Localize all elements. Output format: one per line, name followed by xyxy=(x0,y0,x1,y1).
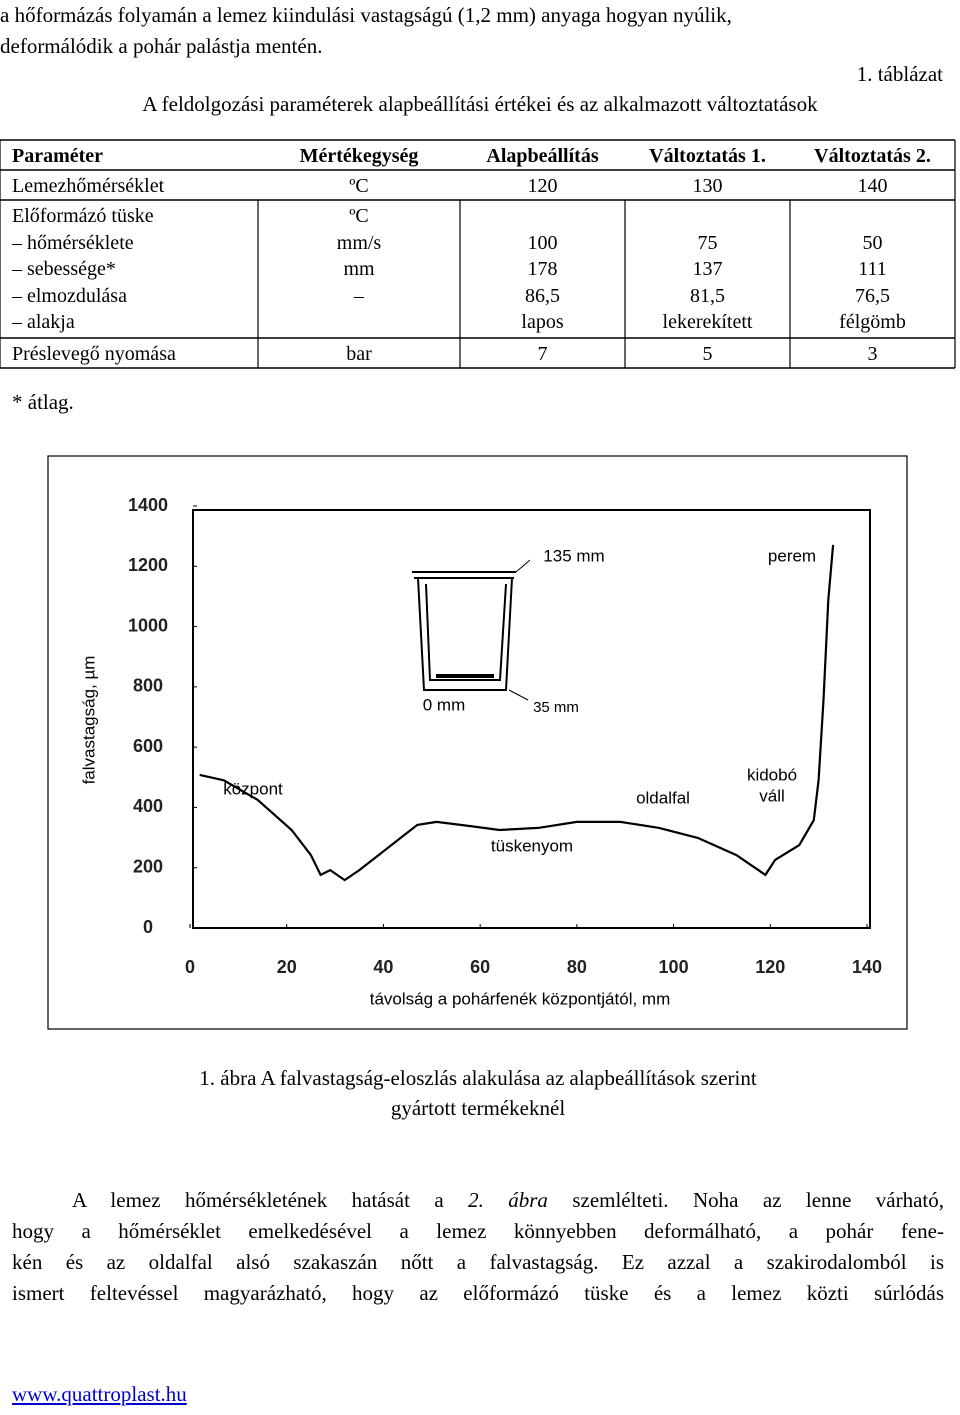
table-cell: 140 xyxy=(857,175,888,197)
table-cell: bar xyxy=(346,343,372,365)
table-cell: – hőmérséklete xyxy=(12,231,134,254)
y-tick-label: 1400 xyxy=(128,495,168,515)
table-cell: Változtatás 2. xyxy=(814,145,931,167)
table-cell: 111 xyxy=(858,258,887,280)
table-cell: Préslevegő nyomása xyxy=(12,343,176,365)
table-cell: – xyxy=(354,284,364,307)
table-cell: 120 xyxy=(527,175,558,197)
plot-frame xyxy=(192,509,871,929)
table-cell: 3 xyxy=(867,343,878,365)
x-axis-label: távolság a pohárfenék központjától, mm xyxy=(370,989,671,1008)
table-cell: ºC xyxy=(349,205,369,227)
text-run: A lemez hőmérsékletének hatását a xyxy=(72,1188,469,1212)
text-run: ismert feltevéssel magyarázható, hogy az… xyxy=(12,1281,944,1305)
table-number: 1. táblázat xyxy=(856,62,943,86)
y-tick-label: 600 xyxy=(133,736,163,756)
annotation: tüskenyom xyxy=(491,836,573,855)
annotation: kidobó xyxy=(747,765,797,784)
table-cell: ºC xyxy=(349,175,369,197)
table-cell: – elmozdulása xyxy=(12,284,127,307)
y-axis-label: falvastagság, µm xyxy=(79,656,98,785)
table-cell: Változtatás 1. xyxy=(649,145,766,167)
y-tick-label: 200 xyxy=(133,856,163,876)
x-tick-label: 140 xyxy=(852,957,882,977)
table-cell: Lemezhőmérséklet xyxy=(12,175,165,197)
footer-link[interactable]: www.quattroplast.hu xyxy=(12,1382,187,1406)
y-tick-label: 800 xyxy=(133,676,163,696)
x-tick-label: 40 xyxy=(373,957,393,977)
text-run: hogy a hőmérséklet emelkedésével a lemez… xyxy=(12,1219,944,1243)
table-cell: félgömb xyxy=(839,311,906,333)
intro-line: deformálódik a pohár palástja mentén. xyxy=(0,34,323,58)
text-run: kén és az oldalfal alsó szakaszán nőtt a… xyxy=(12,1250,944,1274)
x-tick-label: 0 xyxy=(185,957,195,977)
table-cell: lapos xyxy=(521,311,564,333)
table-cell: 7 xyxy=(537,343,548,365)
x-tick-label: 60 xyxy=(470,957,490,977)
table-cell: 5 xyxy=(702,343,713,365)
table-cell: Előformázó tüske xyxy=(12,205,154,227)
table-cell: 86,5 xyxy=(525,284,560,307)
figure-caption: gyártott termékeknél xyxy=(390,1096,566,1120)
x-tick-label: 100 xyxy=(659,957,689,977)
figure-frame xyxy=(47,455,908,1030)
table-cell: Alapbeállítás xyxy=(486,145,599,167)
table-cell: 137 xyxy=(692,258,723,280)
table-note: * átlag. xyxy=(12,390,74,414)
table-cell: – alakja xyxy=(12,311,75,333)
data-line xyxy=(199,544,835,882)
table-title: A feldolgozási paraméterek alapbeállítás… xyxy=(142,92,818,116)
body-line: kén és az oldalfal alsó szakaszán nőtt a… xyxy=(12,1252,944,1273)
table-cell: mm xyxy=(343,258,375,280)
table-cell: 100 xyxy=(527,231,558,254)
x-tick-label: 120 xyxy=(755,957,785,977)
y-tick-label: 0 xyxy=(143,917,153,937)
table-cell: 75 xyxy=(697,231,718,254)
table-cell: 130 xyxy=(692,175,723,197)
annotation: 0 mm xyxy=(423,695,466,714)
figure-caption: 1. ábra A falvastagság-eloszlás alakulás… xyxy=(199,1066,757,1090)
table-cell: 76,5 xyxy=(855,284,890,307)
annotation: 135 mm xyxy=(543,546,604,565)
x-tick-label: 80 xyxy=(567,957,587,977)
body-line: A lemez hőmérsékletének hatását a 2. ábr… xyxy=(72,1190,944,1211)
text-run: szemlélteti. Noha az lenne várható, xyxy=(547,1188,944,1212)
table-cell: Mértékegység xyxy=(299,145,419,167)
body-line: ismert feltevéssel magyarázható, hogy az… xyxy=(12,1283,944,1304)
annotation: 35 mm xyxy=(533,699,579,716)
annotation: perem xyxy=(768,546,816,565)
table-cell: Paraméter xyxy=(12,145,104,167)
body-line: hogy a hőmérséklet emelkedésével a lemez… xyxy=(12,1221,944,1242)
y-tick-label: 1000 xyxy=(128,615,168,635)
table-cell: 50 xyxy=(862,231,883,254)
text-run: 2. ábra xyxy=(468,1188,548,1212)
table-cell: 178 xyxy=(527,258,558,280)
table-cell: – sebessége* xyxy=(12,258,116,280)
annotation: központ xyxy=(223,779,283,798)
y-tick-label: 1200 xyxy=(128,555,168,575)
table-cell: mm/s xyxy=(336,231,382,254)
table-cell: 81,5 xyxy=(690,284,725,307)
annotation: váll xyxy=(759,786,785,805)
intro-line: a hőformázás folyamán a lemez kiindulási… xyxy=(0,3,732,27)
cup-icon xyxy=(412,559,531,701)
y-tick-label: 400 xyxy=(133,796,163,816)
table-cell: lekerekített xyxy=(662,311,753,333)
x-tick-label: 20 xyxy=(277,957,297,977)
annotation: oldalfal xyxy=(636,788,690,807)
